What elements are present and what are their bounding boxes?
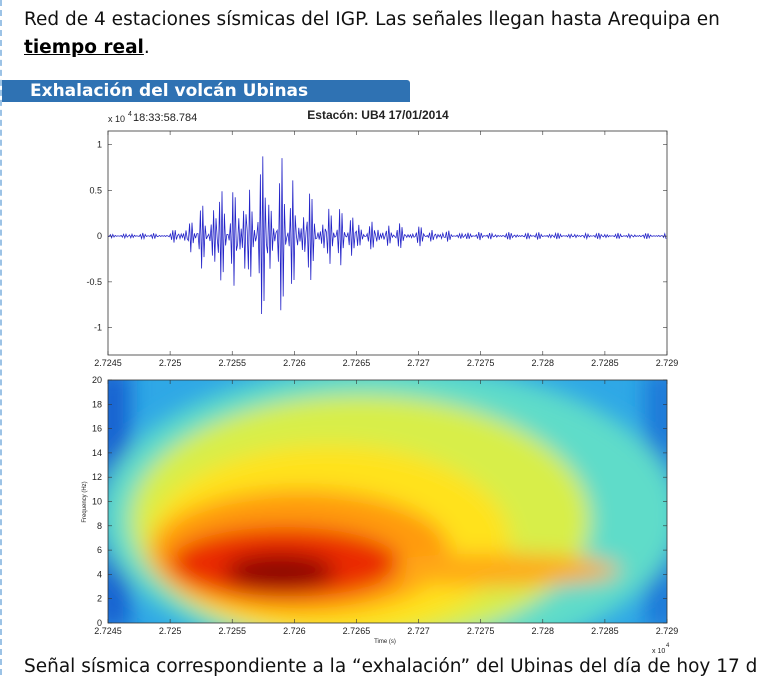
x-tick-label: 2.7285 xyxy=(591,358,619,368)
seismogram-title: Estacón: UB4 17/01/2014 xyxy=(307,108,449,122)
y-tick-label: 8 xyxy=(97,521,102,531)
y-tick-label: 4 xyxy=(97,569,102,579)
x-axis-label: Time (s) xyxy=(374,639,396,645)
y-tick-label: 2 xyxy=(97,594,102,604)
link[interactable]: tiempo real xyxy=(24,37,144,58)
x-tick-label: 2.7285 xyxy=(591,626,619,636)
exponent: 4 xyxy=(666,643,670,649)
intro-end: . xyxy=(143,37,150,58)
intro: Red de 4 estaciones sísmicas del IGP. La… xyxy=(24,6,744,62)
x-tick-label: 2.726 xyxy=(283,626,306,636)
y-tick-label: 14 xyxy=(92,448,102,458)
exponent: 4 xyxy=(128,111,132,118)
y-axis-label: Frequency (Hz) xyxy=(82,481,88,522)
x-tick-label: 2.7255 xyxy=(218,358,246,368)
x-tick-label: 2.729 xyxy=(656,626,679,636)
x-tick-label: 2.7265 xyxy=(343,626,371,636)
x-tick-label: 2.725 xyxy=(159,626,182,636)
x-tick-label: 2.7265 xyxy=(343,358,371,368)
y-tick-label: -0.5 xyxy=(86,277,102,287)
y-tick-label: 18 xyxy=(92,399,102,409)
x-tick-label: 2.7245 xyxy=(94,358,122,368)
x-tick-label: 2.728 xyxy=(532,358,555,368)
section-title: Exhalación del volcán Ubinas xyxy=(2,80,410,102)
x-tick-label: 2.727 xyxy=(407,358,430,368)
y-tick-label: -1 xyxy=(94,323,102,333)
y-tick-label: 0.5 xyxy=(89,185,102,195)
caption: Señal sísmica correspondiente a la “exha… xyxy=(24,656,757,677)
waveform xyxy=(107,156,667,315)
x-tick-label: 2.729 xyxy=(656,358,679,368)
seismogram-frame xyxy=(107,130,668,356)
x-tick-label: 2.7245 xyxy=(94,626,122,636)
y-tick-label: 0 xyxy=(97,618,102,628)
y-tick-label: 1 xyxy=(97,140,102,150)
start-time: 18:33:58.784 xyxy=(133,112,197,124)
y-tick-label: 20 xyxy=(92,375,102,385)
y-tick-label: 10 xyxy=(92,497,102,507)
multiplier: x 10 xyxy=(108,114,125,124)
y-tick-label: 6 xyxy=(97,545,102,555)
y-tick-label: 12 xyxy=(92,472,102,482)
y-tick-label: 0 xyxy=(97,231,102,241)
x-tick-label: 2.728 xyxy=(532,626,555,636)
x-tick-label: 2.727 xyxy=(407,626,430,636)
x-tick-label: 2.7255 xyxy=(218,626,246,636)
multiplier: x 10 xyxy=(652,648,665,655)
x-tick-label: 2.7275 xyxy=(467,358,495,368)
spectrogram-image xyxy=(108,380,667,623)
x-tick-label: 2.7275 xyxy=(467,626,495,636)
intro-text: Red de 4 estaciones sísmicas del IGP. La… xyxy=(24,9,720,30)
y-tick-label: 16 xyxy=(92,424,102,434)
x-tick-label: 2.725 xyxy=(159,358,182,368)
x-tick-label: 2.726 xyxy=(283,358,306,368)
